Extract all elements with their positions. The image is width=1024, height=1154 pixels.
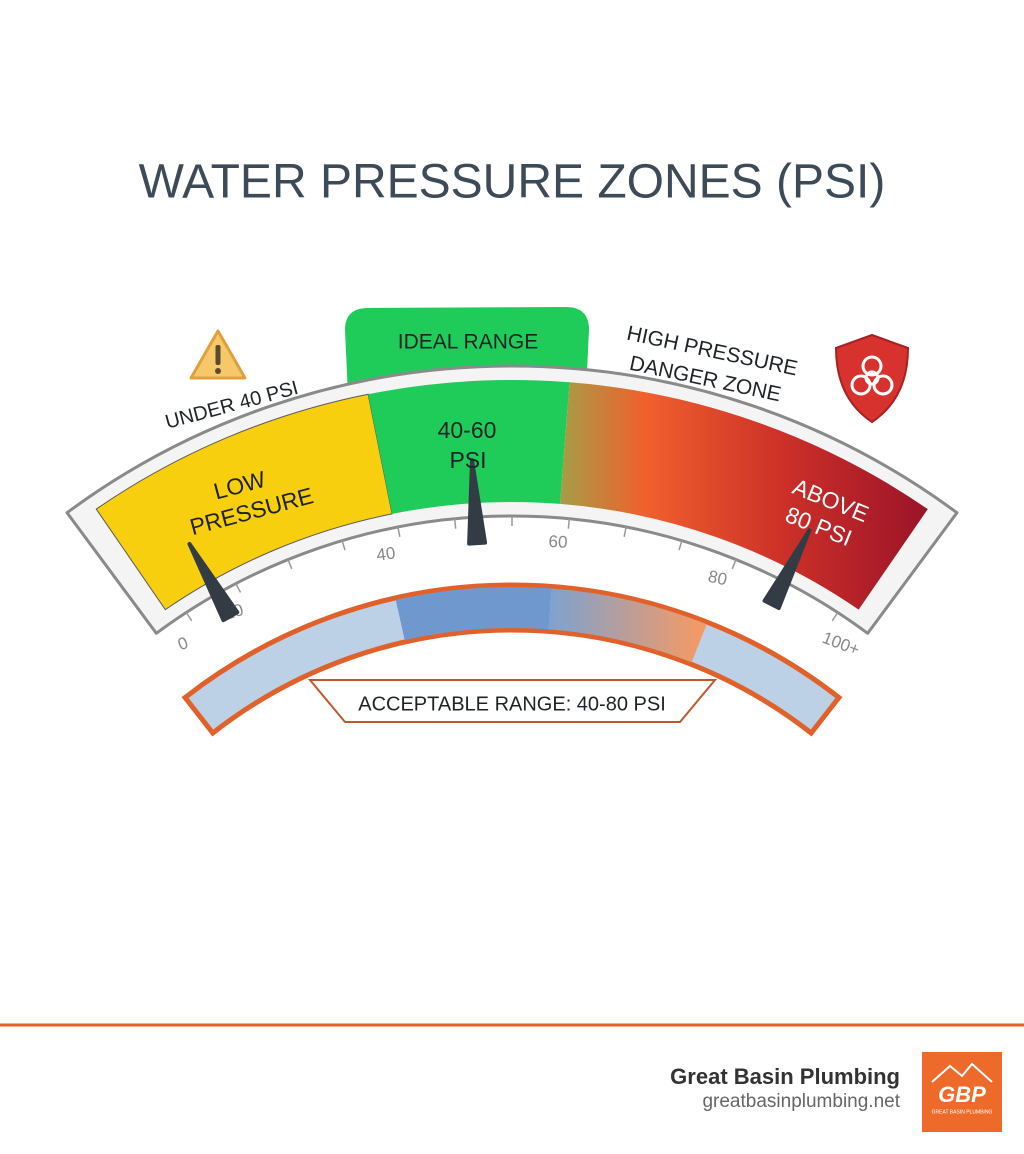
scale-tick	[678, 540, 683, 551]
scale-label: 40	[375, 543, 396, 564]
company-name: Great Basin Plumbing	[670, 1064, 900, 1089]
range-band-high	[548, 588, 707, 663]
scale-tick	[623, 526, 627, 537]
range-label: ACCEPTABLE RANGE: 40-80 PSI	[358, 693, 666, 715]
scale-tick	[235, 583, 242, 593]
zone-high	[560, 382, 928, 610]
warning-icon	[189, 329, 247, 380]
scale-tick	[397, 526, 401, 537]
scale-label: 80	[706, 567, 729, 590]
biohazard-shield-icon	[834, 333, 910, 424]
scale-label: 60	[548, 532, 568, 552]
range-band-ideal	[395, 587, 552, 640]
ideal-unit: PSI	[449, 447, 486, 473]
logo-initials: GBP	[938, 1082, 986, 1107]
ideal-tab-label: IDEAL RANGE	[398, 331, 538, 354]
scale-tick	[341, 540, 346, 551]
needle	[762, 528, 812, 611]
scale-tick	[567, 518, 571, 529]
zone-ideal	[368, 379, 570, 514]
ideal-value: 40-60	[438, 417, 497, 443]
range-callout	[307, 679, 718, 723]
logo-mountains	[931, 1062, 993, 1083]
scale-tick	[831, 612, 839, 622]
scale-tick	[185, 612, 193, 622]
logo	[922, 1052, 1002, 1132]
scale-tick	[731, 559, 737, 570]
scale-label: 0	[175, 633, 191, 654]
scale-tick	[287, 559, 293, 570]
logo-tagline: GREAT BASIN PLUMBING	[932, 1109, 993, 1115]
gauge: 020406080100+	[65, 364, 959, 659]
website: greatbasinplumbing.net	[702, 1091, 900, 1112]
title: WATER PRESSURE ZONES (PSI)	[139, 156, 886, 209]
scale-label: 100+	[820, 628, 863, 659]
needle	[187, 541, 240, 623]
needle	[467, 458, 488, 546]
scale-tick	[453, 518, 457, 529]
